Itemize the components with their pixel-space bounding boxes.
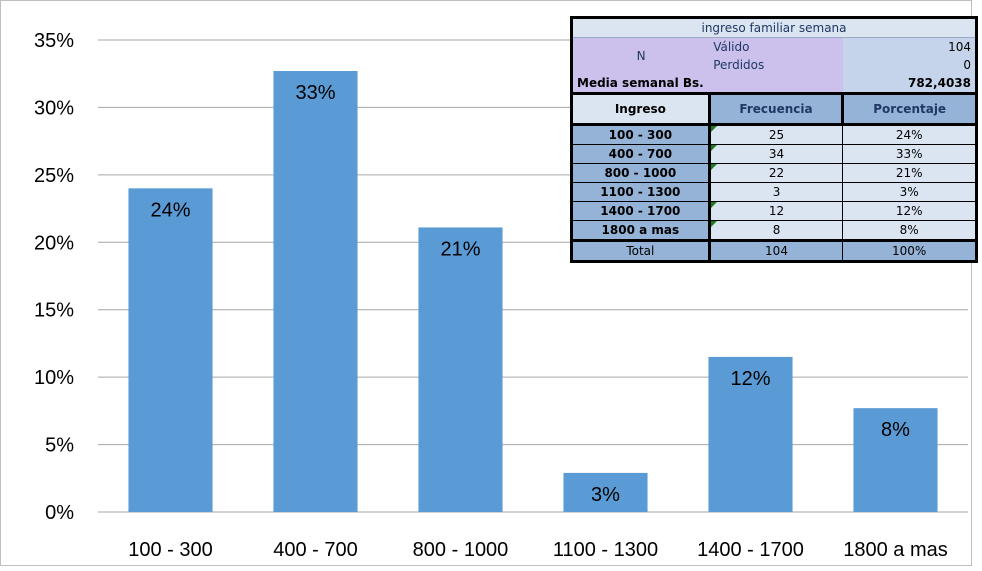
perdidos-label: Perdidos <box>709 56 843 74</box>
x-tick-label: 100 - 300 <box>128 539 213 561</box>
y-tick-label: 35% <box>34 30 74 52</box>
row-porcentaje: 21% <box>842 163 977 183</box>
header-frecuencia: Frecuencia <box>707 92 845 126</box>
bar <box>563 472 648 512</box>
data-label: 8% <box>881 419 910 441</box>
row-porcentaje: 24% <box>842 124 977 145</box>
table-row: 400 - 700 34 33% <box>571 144 977 164</box>
header-porcentaje: Porcentaje <box>841 92 978 126</box>
y-tick-label: 15% <box>34 300 74 322</box>
valido-label: Válido <box>709 37 843 56</box>
total-porcentaje: 100% <box>842 239 977 262</box>
row-frecuencia: 34 <box>709 144 844 164</box>
row-frecuencia: 3 <box>709 182 844 202</box>
table-media-row: Media semanal Bs. 782,4038 <box>571 74 977 94</box>
row-ingreso: 1100 - 1300 <box>571 182 711 202</box>
media-value: 782,4038 <box>842 74 977 94</box>
frequency-table: ingreso familiar semana N Válido 104 Per… <box>570 16 978 263</box>
table-valido-row: N Válido 104 <box>571 37 977 74</box>
row-frecuencia: 12 <box>709 201 844 221</box>
x-tick-label: 400 - 700 <box>273 539 358 561</box>
data-label: 33% <box>295 82 335 104</box>
x-tick-label: 800 - 1000 <box>413 539 509 561</box>
media-label: Media semanal Bs. <box>571 74 843 94</box>
header-ingreso: Ingreso <box>570 92 711 126</box>
y-tick-label: 5% <box>45 435 74 457</box>
row-ingreso: 800 - 1000 <box>571 163 711 183</box>
y-tick-label: 25% <box>34 165 74 187</box>
table-row: 1400 - 1700 12 12% <box>571 201 977 221</box>
row-porcentaje: 3% <box>842 182 977 202</box>
total-frecuencia: 104 <box>709 239 844 262</box>
data-label: 12% <box>730 368 770 390</box>
data-label: 24% <box>150 199 190 221</box>
y-tick-label: 30% <box>34 97 74 119</box>
table-row: 1100 - 1300 3 3% <box>571 182 977 202</box>
row-porcentaje: 8% <box>842 220 977 241</box>
data-label: 3% <box>591 484 620 506</box>
table-row: 800 - 1000 22 21% <box>571 163 977 183</box>
valido-value: 104 <box>842 37 977 56</box>
bar <box>128 188 213 513</box>
bar <box>418 227 503 513</box>
bar <box>708 356 793 512</box>
x-tick-label: 1100 - 1300 <box>553 539 658 561</box>
y-tick-label: 0% <box>45 502 74 524</box>
row-ingreso: 400 - 700 <box>571 144 711 164</box>
y-tick-label: 20% <box>34 232 74 254</box>
row-ingreso: 100 - 300 <box>571 124 711 145</box>
table-total-row: Total 104 100% <box>571 239 977 262</box>
table-title-row: ingreso familiar semana <box>571 17 977 38</box>
row-frecuencia: 8 <box>709 220 844 241</box>
table-row: 100 - 300 25 24% <box>571 124 977 145</box>
table-title: ingreso familiar semana <box>571 17 977 38</box>
row-frecuencia: 22 <box>709 163 844 183</box>
row-frecuencia: 25 <box>709 124 844 145</box>
x-tick-label: 1400 - 1700 <box>697 539 804 561</box>
bar <box>273 71 358 512</box>
total-label: Total <box>571 239 711 262</box>
row-porcentaje: 12% <box>842 201 977 221</box>
row-ingreso: 1800 a mas <box>571 220 711 241</box>
table-perdidos-row: Perdidos 0 <box>572 56 977 74</box>
x-tick-label: 1800 a mas <box>843 539 948 561</box>
n-label: N <box>571 37 710 74</box>
bar <box>853 408 938 512</box>
data-label: 21% <box>440 238 480 260</box>
row-porcentaje: 33% <box>842 144 977 164</box>
y-tick-label: 10% <box>34 367 74 389</box>
table-header-row: Ingreso Frecuencia Porcentaje <box>570 92 978 126</box>
perdidos-value: 0 <box>842 56 977 74</box>
row-ingreso: 1400 - 1700 <box>571 201 711 221</box>
table-row: 1800 a mas 8 8% <box>571 220 977 241</box>
